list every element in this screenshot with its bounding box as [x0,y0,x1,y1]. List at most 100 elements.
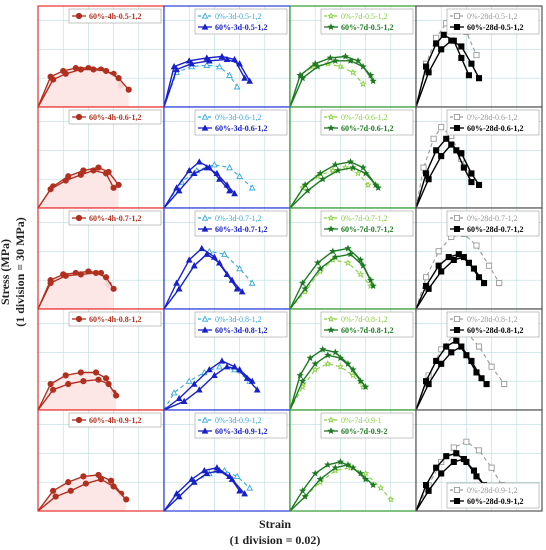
data-point-60%-3d-0.7-1,2-2-1 [175,285,183,292]
data-point-60%-3d-0.6-1,2-2-4 [213,169,221,177]
series-line-60%-3d-0.8-1,2-1 [163,360,258,411]
data-point-0%-28d-0.7-1,2-1-7 [496,279,503,287]
legend-marker [201,124,209,131]
data-point-60%-7d-0.7-1,2-2-3 [331,253,339,261]
data-point-0%-28d-0.6-1,2-1-1 [420,164,427,171]
data-point-0%-3d-0.6-1,2-1-3 [211,161,218,168]
data-point-60%-28d-0.7-1,2-1-2 [435,262,442,269]
data-point-60%-28d-0.9-1,2-1-1 [423,481,430,489]
legend-marker [327,427,335,435]
data-point-60%-7d-0.9-2-2-1 [301,492,309,500]
data-point-60%-3d-0.9-1,2-1-3 [200,467,208,474]
legend-label: 60%-3d-0.7-1,2 [215,225,267,234]
data-point-60%-7d-0.7-1,2-2-4 [346,250,355,258]
data-point-60%-3d-0.5-1,2-2-1 [173,65,180,73]
data-point-60%-28d-0.6-1,2-1-1 [423,170,430,177]
legend-marker [327,214,335,222]
legend-marker [327,416,335,424]
data-point-60%-28d-0.7-1,2-2-5 [470,265,478,272]
legend-marker [75,12,83,20]
data-point-60%-7d-0.8-1,2-2-5 [349,365,357,373]
data-point-60%-3d-0.5-1,2-2-5 [236,60,243,67]
data-point-0%-3d-0.8-1,2-1-1 [170,389,178,396]
data-point-60%-7d-0.7-1,2-2-1 [301,285,309,292]
legend-label: 0%-28d-0.8-1,2 [467,315,518,324]
legend-box [446,482,540,509]
data-point-60%-7d-0.8-1,2-2-1 [299,377,307,385]
data-point-60%-7d-0.5-1,2-1-2 [311,59,319,67]
legend-marker [453,486,461,494]
data-point-60%-7d-0.9-2-1-4 [336,458,344,466]
legend-marker [453,326,461,334]
x-axis-title: Strain (1 division = 0.02) [200,516,350,548]
data-point-0%-3d-0.6-1,2-1-5 [236,172,243,179]
data-point-60%-3d-0.7-1,2-1-6 [233,285,241,292]
data-point-60%-3d-0.9-1,2-2-4 [216,467,223,474]
data-point-60%-7d-0.5-1,2-1-4 [341,52,350,60]
legend-box [68,109,162,125]
data-point-60%-28d-0.6-1,2-1-3 [443,135,450,142]
data-point-0%-7d-0.8-1,2-1-5 [349,371,357,379]
data-point-60%-7d-0.6-1,2-2-2 [319,175,327,183]
legend-label: 0%-3d-0.6-1,2 [215,113,262,122]
legend-marker [201,326,209,333]
data-point-60%-3d-0.9-1,2-2-2 [190,478,198,485]
legend-marker [201,427,209,434]
data-point-0%-28d-0.9-1,2-1-5 [475,447,483,454]
data-point-60%-4h-0.7-1,2-2-4 [92,269,100,277]
legend-marker [327,12,335,20]
data-point-60%-28d-0.9-1,2-2-2 [438,470,445,477]
legend-label: 60%-4h-0.5-1,2 [89,12,141,21]
data-point-60%-3d-0.8-1,2-2-6 [248,377,256,384]
data-point-60%-7d-0.6-1,2-2-1 [304,186,312,194]
data-point-60%-4h-0.9-1,2-1-5 [107,477,115,484]
legend-label: 60%-4h-0.8-1,2 [89,315,141,324]
data-point-0%-3d-0.8-1,2-1-4 [216,363,223,370]
data-point-60%-4h-0.7-1,2-2-3 [77,271,84,278]
data-point-60%-7d-0.7-1,2-1-3 [329,247,337,255]
data-point-60%-28d-0.6-1,2-2-1 [425,176,432,183]
data-point-60%-3d-0.8-1,2-1-7 [253,386,261,393]
data-point-60%-3d-0.8-1,2-2-1 [180,397,188,405]
data-point-60%-4h-0.9-1,2-2-2 [67,487,74,494]
legend-box [68,412,162,428]
curve-fill [38,272,114,309]
data-point-60%-3d-0.7-1,2-2-5 [228,276,236,283]
data-point-60%-4h-0.7-1,2-2-5 [102,274,110,281]
data-point-60%-4h-0.5-1,2-2-4 [90,66,97,73]
data-point-60%-7d-0.8-1,2-1-2 [306,354,314,362]
data-point-0%-3d-0.5-1,2-1-2 [188,63,196,70]
data-point-60%-4h-0.9-1,2-2-6 [123,496,130,503]
data-point-60%-7d-0.7-1,2-2-2 [316,264,324,272]
data-point-60%-3d-0.5-1,2-2-4 [223,55,231,63]
data-point-60%-3d-0.9-1,2-2-6 [241,490,248,497]
data-point-0%-3d-0.6-1,2-1-6 [248,184,256,191]
data-point-60%-4h-0.5-1,2-2-5 [102,67,110,75]
data-point-60%-4h-0.5-1,2-2-3 [77,66,84,73]
data-point-60%-3d-0.9-1,2-2-3 [203,469,211,477]
legend-box [320,109,414,136]
data-point-0%-3d-0.6-1,2-1-4 [226,164,233,171]
data-point-60%-7d-0.9-2-2-5 [356,469,365,477]
data-point-0%-28d-0.7-1,2-1-1 [423,274,430,281]
data-point-60%-3d-0.6-1,2-1-3 [195,158,203,165]
data-point-60%-4h-0.6-1,2-2-4 [90,167,97,174]
panel-0%/60%-3d-0.5: 0%-3d-0.5-1,2 60%-3d-0.5-1,2 [163,5,291,108]
legend-marker [453,225,461,233]
data-point-0%-7d-0.6-1,2-1-5 [354,169,362,177]
panel-0%/60%-28d-0.6: 0%-28d-0.6-1,2 60%-28d-0.6-1,2 [415,106,543,209]
data-point-0%-28d-0.9-1,2-1-6 [488,464,495,471]
data-point-60%-7d-0.9-2-2-2 [316,475,324,483]
data-point-60%-28d-0.9-1,2-1-3 [443,453,450,460]
data-point-60%-4h-0.6-1,2-2-6 [110,184,117,191]
data-point-60%-3d-0.6-1,2-2-2 [190,169,198,177]
data-point-0%-3d-0.5-1,2-1-4 [216,63,223,70]
data-point-60%-28d-0.5-1,2-2-6 [475,75,483,82]
data-point-60%-7d-0.8-1,2-2-4 [336,354,344,362]
data-point-60%-4h-0.6-1,2-2-5 [102,170,110,177]
legend-label: 0%-28d-0.6-1,2 [467,113,518,122]
legend-label: 60%-7d-0.8-1,2 [341,326,393,335]
data-point-60%-7d-0.5-1,2-2-3 [331,57,339,64]
curve-fill [38,170,114,208]
data-point-60%-3d-0.7-1,2-2-6 [238,288,246,295]
